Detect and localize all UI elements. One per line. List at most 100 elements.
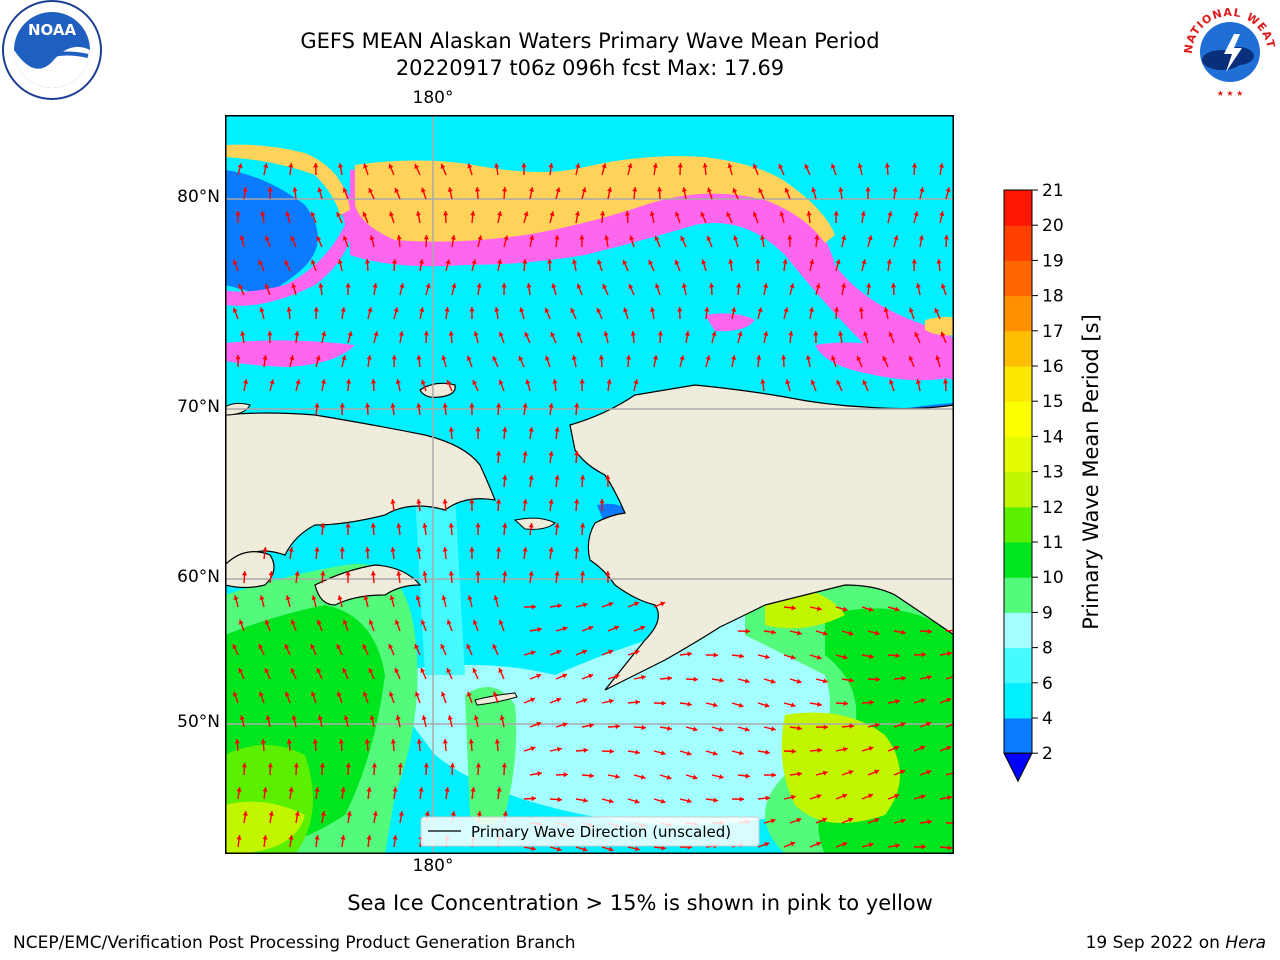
wave-arrow-head bbox=[492, 356, 498, 362]
wave-arrow-head bbox=[763, 331, 769, 337]
wave-arrow-head bbox=[822, 678, 828, 684]
wave-arrow-head bbox=[551, 283, 557, 289]
wave-arrow-head bbox=[320, 523, 326, 528]
wave-arrow-head bbox=[757, 307, 763, 313]
wave-arrow-head bbox=[745, 628, 750, 634]
wave-arrow-head bbox=[392, 835, 398, 840]
wave-arrow-head bbox=[941, 283, 946, 289]
wave-arrow-head bbox=[492, 644, 498, 650]
wave-arrow-head bbox=[574, 451, 580, 456]
wave-arrow-head bbox=[797, 725, 802, 731]
wave-arrow-head bbox=[726, 212, 732, 218]
wave-arrow-head bbox=[548, 451, 554, 456]
wave-arrow-head bbox=[499, 715, 505, 721]
wave-arrow-head bbox=[469, 403, 475, 408]
wave-arrow-head bbox=[496, 451, 502, 456]
wave-arrow-head bbox=[288, 547, 294, 552]
wave-arrow-head bbox=[445, 259, 451, 265]
wave-arrow-head bbox=[630, 331, 636, 336]
wave-arrow-head bbox=[342, 619, 348, 625]
wave-arrow-head bbox=[841, 283, 847, 288]
wave-arrow-head bbox=[790, 654, 796, 660]
lat-label-80n: 80°N bbox=[177, 187, 220, 207]
wave-arrow-head bbox=[677, 163, 683, 168]
wave-arrow-head bbox=[574, 547, 580, 552]
wave-arrow-head bbox=[914, 332, 920, 338]
colorbar-svg: 2 4 6 8 9 10 11 12 13 14 15 16 17 18 19 20 21 Primary Wa… bbox=[1003, 181, 1103, 783]
wave-arrow-head bbox=[367, 307, 373, 313]
wave-arrow-head bbox=[588, 625, 594, 631]
wave-arrow-head bbox=[838, 187, 844, 192]
wave-arrow-head bbox=[606, 379, 612, 384]
wave-arrow-head bbox=[614, 674, 620, 680]
wave-arrow-head bbox=[394, 188, 400, 193]
wave-arrow-head bbox=[447, 187, 453, 193]
colorbar-tick-label: 20 bbox=[1042, 216, 1064, 236]
colorbar-tick-label: 16 bbox=[1042, 357, 1064, 377]
wave-arrow-head bbox=[416, 547, 422, 552]
wave-arrow-head bbox=[660, 750, 666, 756]
wave-arrow-head bbox=[760, 379, 766, 384]
wave-arrow-head bbox=[536, 673, 542, 679]
wave-arrow-head bbox=[236, 835, 242, 840]
wave-arrow-head bbox=[321, 331, 327, 337]
wave-arrow-head bbox=[472, 380, 478, 386]
wave-arrow-head bbox=[295, 379, 301, 385]
wave-arrow-head bbox=[868, 842, 874, 848]
wave-arrow-head bbox=[713, 652, 718, 658]
wave-arrow-head bbox=[390, 403, 396, 408]
wave-arrow-head bbox=[711, 331, 717, 337]
wave-arrow-head bbox=[522, 403, 528, 408]
wave-arrow-head bbox=[285, 211, 291, 217]
wave-arrow-head bbox=[706, 235, 712, 241]
colorbar-swatch bbox=[1004, 295, 1032, 332]
wave-arrow-head bbox=[444, 787, 450, 792]
wave-arrow-head bbox=[442, 547, 448, 552]
wave-arrow-head bbox=[391, 259, 398, 264]
wave-arrow-head bbox=[599, 499, 605, 504]
wave-arrow-head bbox=[368, 188, 374, 194]
wave-arrow-head bbox=[337, 595, 343, 601]
wave-arrow-head bbox=[518, 356, 524, 361]
map-panel: Primary Wave Direction (unscaled) bbox=[225, 115, 954, 854]
wave-arrow-head bbox=[466, 644, 472, 650]
wave-arrow-head bbox=[816, 794, 822, 799]
wave-arrow-head bbox=[640, 774, 646, 780]
lon-label-top: 180° bbox=[412, 88, 454, 108]
wave-arrow-head bbox=[498, 619, 504, 625]
wave-arrow-head bbox=[764, 702, 770, 708]
wave-arrow-head bbox=[414, 164, 420, 170]
wave-arrow-head bbox=[770, 678, 776, 684]
wave-arrow-head bbox=[238, 284, 244, 290]
wave-arrow-head bbox=[502, 475, 508, 480]
wave-arrow-head bbox=[579, 523, 586, 528]
wave-arrow-head bbox=[336, 691, 342, 697]
wave-arrow-head bbox=[843, 700, 848, 707]
wave-arrow-head bbox=[469, 547, 475, 552]
wave-arrow-head bbox=[604, 235, 610, 240]
wave-arrow-head bbox=[920, 745, 926, 751]
wave-arrow-head bbox=[316, 668, 322, 673]
wave-arrow-head bbox=[235, 211, 241, 216]
wave-arrow-head bbox=[239, 235, 245, 241]
wave-arrow-head bbox=[420, 619, 426, 625]
wave-arrow-head bbox=[770, 818, 776, 824]
sea-ice-east-pink bbox=[815, 342, 954, 381]
land-chukotka bbox=[225, 412, 496, 566]
wave-arrow-head bbox=[920, 794, 926, 800]
wave-arrow-head bbox=[443, 211, 449, 216]
wave-arrow-head bbox=[399, 283, 405, 289]
wave-arrow-head bbox=[290, 668, 296, 673]
colorbar-swatch bbox=[1004, 718, 1032, 754]
wave-arrow-head bbox=[290, 619, 296, 625]
wave-arrow-head bbox=[318, 283, 324, 288]
wave-arrow-head bbox=[388, 691, 394, 697]
wave-arrow-head bbox=[718, 726, 724, 732]
wave-arrow-head bbox=[752, 163, 758, 169]
wave-arrow-head bbox=[712, 750, 718, 756]
wave-arrow-head bbox=[523, 211, 529, 217]
wave-arrow-head bbox=[764, 842, 770, 847]
colorbar-swatch bbox=[1004, 612, 1032, 649]
wave-arrow-head bbox=[258, 644, 264, 650]
wave-arrow-head bbox=[660, 601, 666, 607]
